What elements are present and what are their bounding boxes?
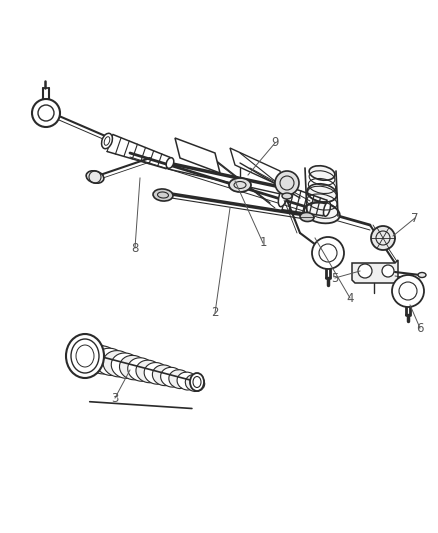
Polygon shape — [175, 138, 220, 173]
Text: 9: 9 — [271, 136, 279, 149]
Ellipse shape — [152, 365, 176, 386]
Ellipse shape — [161, 367, 183, 387]
Ellipse shape — [304, 203, 340, 223]
Ellipse shape — [166, 158, 174, 168]
Ellipse shape — [307, 184, 337, 202]
Circle shape — [382, 265, 394, 277]
Ellipse shape — [309, 166, 335, 180]
Ellipse shape — [169, 370, 191, 389]
Ellipse shape — [86, 171, 104, 183]
Ellipse shape — [229, 178, 251, 192]
Circle shape — [371, 226, 395, 250]
Ellipse shape — [282, 193, 292, 199]
Circle shape — [392, 275, 424, 307]
Ellipse shape — [120, 356, 148, 380]
Ellipse shape — [279, 187, 288, 207]
Ellipse shape — [102, 133, 113, 149]
Ellipse shape — [185, 375, 205, 392]
Ellipse shape — [190, 373, 204, 391]
Circle shape — [32, 99, 60, 127]
Ellipse shape — [418, 272, 426, 278]
Ellipse shape — [177, 372, 198, 390]
Circle shape — [312, 237, 344, 269]
Circle shape — [358, 264, 372, 278]
Ellipse shape — [95, 348, 126, 375]
Ellipse shape — [71, 339, 99, 373]
Text: 1: 1 — [259, 237, 267, 249]
Ellipse shape — [300, 213, 314, 222]
Text: 4: 4 — [346, 292, 354, 304]
Text: 2: 2 — [211, 306, 219, 319]
Polygon shape — [230, 148, 285, 188]
Text: 3: 3 — [111, 392, 119, 405]
Ellipse shape — [111, 353, 140, 378]
Text: 8: 8 — [131, 241, 139, 254]
Text: 7: 7 — [411, 212, 419, 224]
Ellipse shape — [136, 360, 162, 383]
Text: 5: 5 — [331, 271, 339, 285]
Ellipse shape — [153, 189, 173, 201]
Ellipse shape — [78, 343, 112, 373]
Ellipse shape — [128, 358, 155, 381]
Ellipse shape — [87, 346, 119, 374]
Circle shape — [275, 171, 299, 195]
Ellipse shape — [66, 334, 104, 378]
Ellipse shape — [324, 201, 331, 216]
Text: 6: 6 — [416, 321, 424, 335]
Ellipse shape — [144, 362, 169, 384]
Polygon shape — [352, 260, 398, 283]
Ellipse shape — [103, 351, 133, 377]
